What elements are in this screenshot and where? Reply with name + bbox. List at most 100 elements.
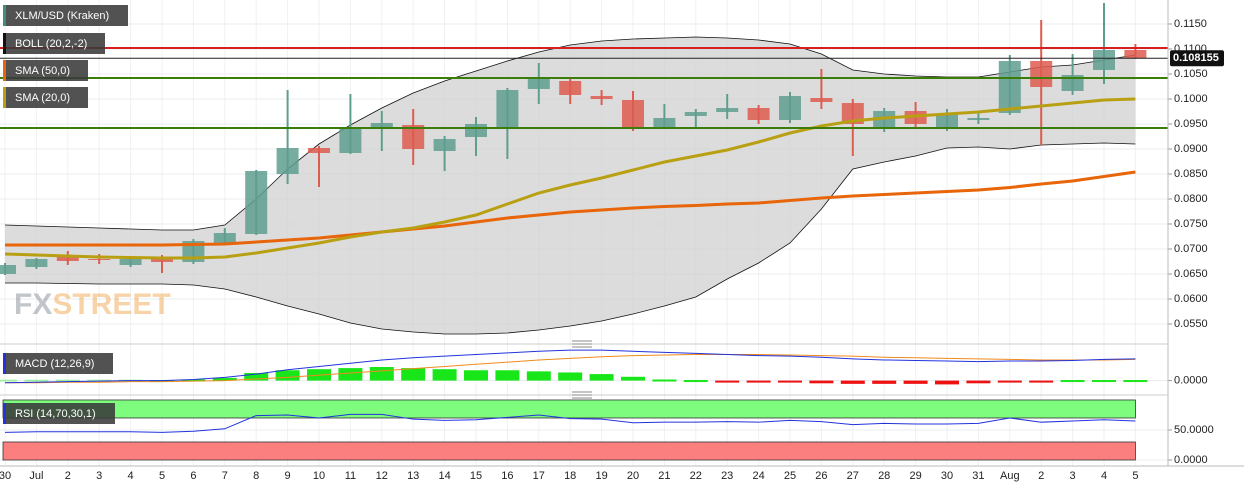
histogram-bar [1060,380,1085,383]
histogram-bar [181,379,206,382]
histogram-bar [464,370,488,381]
candle-body [936,114,958,127]
histogram-bar [24,379,49,382]
candle-body [25,259,48,267]
x-tick-label: 4 [1101,470,1107,482]
legend-swatch [3,60,6,81]
y-tick-label: 0.0700 [1174,243,1208,255]
x-tick-label: Aug [1000,470,1020,482]
histogram-bar [872,380,897,384]
legend-swatch [3,33,6,54]
histogram-bar [935,380,959,385]
histogram-bar [903,380,928,384]
last-price-label: 0.108155 [1173,52,1219,64]
histogram-bar [715,380,740,383]
legend-label: BOLL (20,2,-2) [15,38,87,50]
candle-body [119,259,142,265]
x-tick-label: 12 [376,470,388,482]
candle-body [339,129,362,153]
x-tick-label: 9 [285,470,291,482]
x-tick-label: 17 [533,470,545,482]
legend-swatch [3,403,6,424]
histogram-bar [1123,380,1148,383]
x-tick-label: 5 [1132,470,1138,482]
y-tick-label: 0.0850 [1174,168,1208,180]
legend-label: MACD (12,26,9) [15,358,94,370]
legend-label: RSI (14,70,30,1) [15,408,96,420]
legend-swatch [3,5,6,26]
legend-label: SMA (50,0) [15,65,70,77]
x-tick-label: 6 [190,470,196,482]
x-tick-label: 26 [815,470,827,482]
plot-layers: 30 Jul 2 3 4 5 6 7 8 9 10 11 12 13 14 15 16 17 18 19 20 21 22 2… [0,0,1224,482]
candle-body [527,78,550,89]
candle-body [496,90,519,128]
line [4,413,1136,433]
histogram-bar [212,377,237,381]
x-tick-label: 21 [658,470,670,482]
x-tick-label: 30 [0,470,11,482]
x-tick-label: 28 [878,470,890,482]
y-tick-label: 0.0800 [1174,193,1208,205]
candle-body [370,123,393,129]
histogram-bar [0,379,17,382]
x-tick-label: 15 [470,470,482,482]
rsi-band [2,441,1136,461]
legend-box [3,5,128,26]
candle-body [88,259,111,260]
candle-body [402,125,425,149]
histogram-bar [338,368,363,381]
candle-body [433,139,456,151]
candle-body [0,265,16,274]
candle-body [747,108,770,120]
x-tick-label: 3 [1070,470,1076,482]
candle-body [276,148,299,174]
x-tick-label: 23 [721,470,733,482]
legend-box [3,60,88,81]
x-tick-label: 19 [595,470,607,482]
histogram-bar [589,374,614,381]
x-tick-label: 4 [128,470,134,482]
candle-body [590,96,613,99]
candle-body [1030,61,1053,87]
candle-body [716,108,739,112]
x-tick-label: 29 [909,470,921,482]
x-tick-label: 7 [222,470,228,482]
histogram-bar [652,379,677,382]
x-tick-label: 18 [564,470,576,482]
candle-body [998,61,1021,113]
x-tick-label: 14 [438,470,450,482]
candle-body [779,96,801,120]
histogram-bar [87,379,112,382]
legend-box [3,87,88,108]
line [5,354,1136,384]
histogram-bar [401,368,426,381]
candle-body [559,81,582,95]
x-tick-label: 10 [313,470,325,482]
histogram-bar [746,380,771,383]
histogram-bar [683,380,708,383]
candle-body [245,171,268,234]
histogram-bar [1092,380,1116,383]
x-tick-label: 2 [1038,470,1044,482]
y-tick-label: 0.0950 [1174,118,1208,130]
watermark: FXSTREET [14,288,171,321]
watermark-part: STREET [52,288,170,321]
histogram-bar [432,369,457,381]
line [5,142,1136,335]
x-tick-label: 13 [407,470,419,482]
candle-body [308,148,330,153]
x-tick-label: 25 [784,470,796,482]
candle-body [967,118,990,120]
candle-body [213,233,236,243]
candle-body [1124,50,1147,58]
histogram-bar [997,380,1022,383]
candle-body [1093,50,1115,70]
candle-body [810,98,833,102]
histogram-bar [558,372,583,381]
x-tick-label: 27 [847,470,859,482]
histogram-bar [1029,380,1054,383]
legend-label: SMA (20,0) [15,92,70,104]
histogram-bar [840,380,865,384]
